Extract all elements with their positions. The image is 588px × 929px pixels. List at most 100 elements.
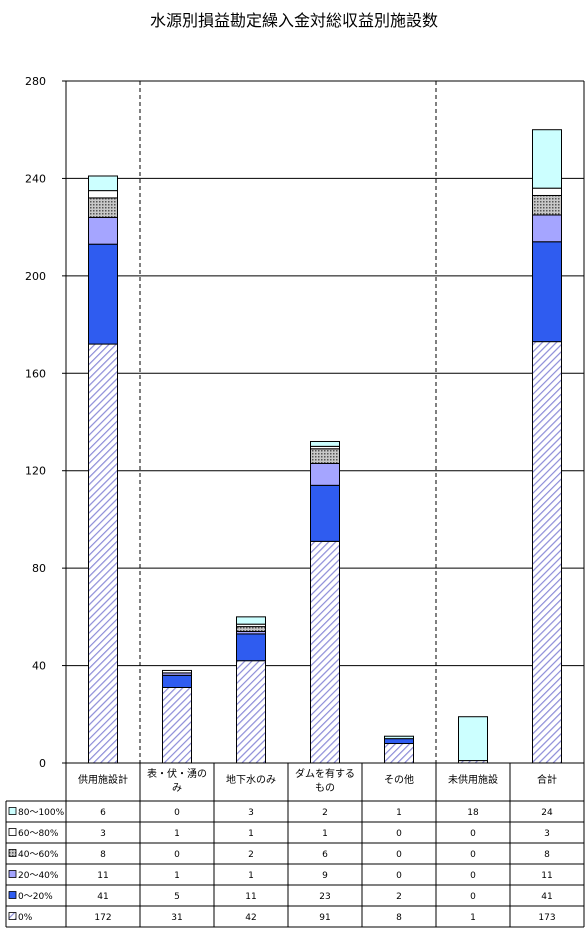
x-category-label: ダムを有する: [295, 767, 355, 780]
data-table-value: 8: [100, 850, 106, 860]
data-table-value: 42: [245, 913, 256, 923]
data-table-value: 41: [97, 892, 108, 902]
data-table-value: 11: [97, 871, 108, 881]
data-table-value: 3: [544, 829, 550, 839]
data-table-value: 1: [248, 829, 254, 839]
legend-swatch: [8, 828, 17, 836]
data-table-value: 0: [396, 850, 402, 860]
y-tick-label: 0: [39, 757, 46, 770]
data-table-value: 0: [174, 808, 180, 818]
data-table-value: 9: [322, 871, 328, 881]
y-tick-label: 80: [32, 562, 46, 575]
bar-segment: [310, 540, 340, 764]
bars: [88, 129, 562, 764]
data-table-value: 3: [248, 808, 254, 818]
data-table-value: 173: [538, 913, 555, 923]
data-table-value: 2: [396, 892, 402, 902]
data-table-value: 24: [541, 808, 553, 818]
bar-segment: [162, 669, 192, 674]
data-table-value: 1: [322, 829, 328, 839]
y-tick-label: 240: [25, 172, 46, 185]
data-table-value: 18: [467, 808, 479, 818]
bar-segment: [384, 735, 414, 740]
bar-segment: [384, 743, 414, 764]
data-table-value: 172: [94, 913, 111, 923]
data-table-value: 31: [171, 913, 182, 923]
bar-segment: [458, 716, 488, 762]
bar-segment: [310, 484, 340, 542]
chart-title: 水源別損益勘定繰入金対総収益別施設数: [150, 11, 438, 30]
x-category-label: もの: [315, 782, 335, 794]
bar-segment: [236, 616, 266, 625]
data-table-value: 1: [174, 829, 180, 839]
data-table-value: 0: [470, 829, 476, 839]
bar-segment: [310, 462, 340, 486]
legend-swatch: [8, 849, 17, 857]
data-table-value: 1: [174, 871, 180, 881]
data-table-value: 2: [248, 850, 254, 860]
y-tick-label: 280: [25, 75, 46, 88]
bar-segment: [88, 216, 118, 245]
legend-swatch: [8, 891, 17, 899]
bar-segment: [236, 660, 266, 764]
y-axis: 0 40 80 120 160 200 240 280: [25, 75, 585, 770]
bar-segment: [310, 448, 340, 464]
x-category-label: み: [172, 783, 182, 794]
bar-segment: [88, 190, 118, 199]
x-category-label: 合計: [537, 773, 557, 786]
data-table-value: 1: [248, 871, 254, 881]
x-category-label: 供用施設計: [78, 773, 128, 786]
bar-segment: [88, 243, 118, 345]
bar-segment: [532, 187, 562, 196]
bar-segment: [236, 633, 266, 662]
bar-segment: [236, 626, 266, 632]
y-tick-label: 160: [25, 367, 46, 380]
bar-segment: [532, 241, 562, 343]
data-table-value: 0: [174, 850, 180, 860]
legend-label: 60～80%: [18, 829, 59, 839]
legend-label: 20～40%: [18, 871, 59, 881]
bar-segment: [532, 214, 562, 243]
legend-label: 0%: [18, 913, 33, 923]
data-table-value: 23: [319, 892, 330, 902]
x-category-label: 地下水のみ: [226, 773, 276, 786]
y-tick-label: 40: [32, 660, 46, 673]
data-table-value: 11: [245, 892, 256, 902]
legend-label: 40～60%: [18, 850, 59, 860]
x-category-label: その他: [384, 773, 414, 786]
bar-segment: [532, 129, 562, 189]
y-tick-label: 120: [25, 465, 46, 478]
data-table-value: 6: [322, 850, 328, 860]
data-table-value: 0: [396, 829, 402, 839]
data-table-value: 8: [396, 913, 402, 923]
data-table-value: 1: [396, 808, 402, 818]
data-table-value: 41: [541, 892, 552, 902]
bar-segment: [310, 440, 340, 447]
bar-segment: [88, 197, 118, 218]
data-table-value: 8: [544, 850, 550, 860]
data-table-value: 0: [470, 871, 476, 881]
data-table-value: 2: [322, 808, 328, 818]
bar-segment: [384, 738, 414, 745]
y-tick-label: 200: [25, 270, 46, 283]
legend-label: 0～20%: [18, 892, 53, 902]
data-table-value: 6: [100, 808, 106, 818]
data-table-value: 3: [100, 829, 106, 839]
legend-label: 80～100%: [18, 808, 65, 818]
data-table-value: 11: [541, 871, 552, 881]
bar-segment: [162, 674, 192, 688]
x-category-label: 未供用施設: [448, 773, 498, 786]
legend-swatch: [8, 807, 17, 815]
legend-swatch: [8, 912, 17, 920]
legend-swatch: [8, 870, 17, 878]
bar-segment: [532, 341, 562, 764]
data-table-value: 0: [470, 892, 476, 902]
bar-segment: [162, 686, 192, 764]
data-table-value: 5: [174, 892, 180, 902]
data-table-value: 0: [470, 850, 476, 860]
data-table-value: 1: [470, 913, 476, 923]
x-category-label: 表・伏・湧の: [147, 767, 207, 780]
bar-segment: [88, 343, 118, 764]
